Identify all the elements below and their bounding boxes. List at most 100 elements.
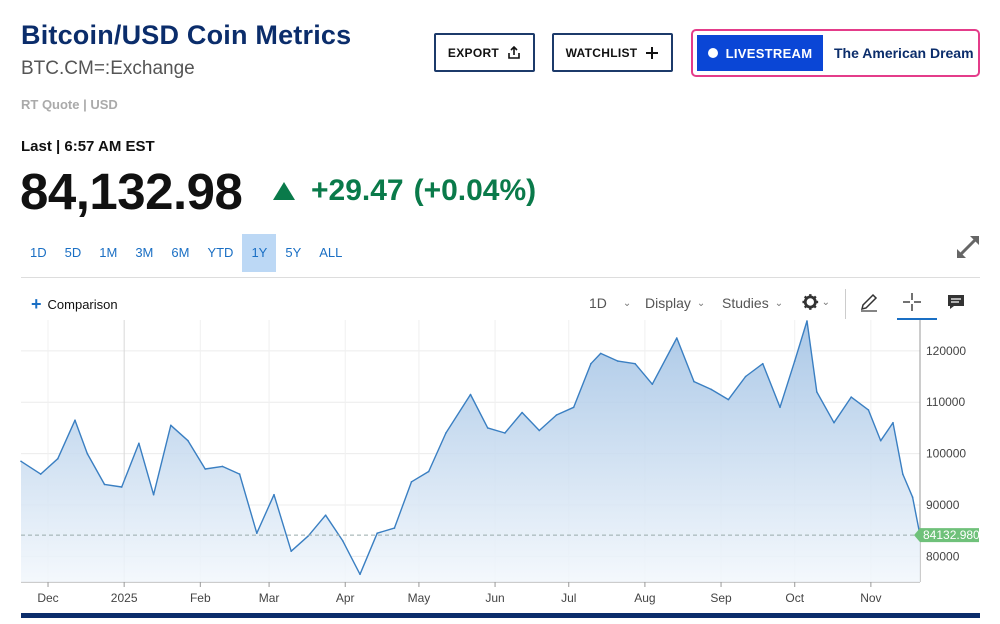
data-point — [445, 432, 447, 434]
data-point — [793, 360, 796, 362]
data-point — [634, 362, 636, 365]
y-tick-label: 80000 — [926, 549, 960, 563]
price-change: +29.47 (+0.04%) — [273, 174, 536, 208]
draw-button[interactable] — [855, 289, 883, 315]
data-point — [892, 421, 894, 424]
annotation-button[interactable] — [942, 289, 970, 315]
x-tick-label: Sep — [710, 591, 732, 605]
livestream-button[interactable]: LIVESTREAM — [697, 35, 823, 71]
data-point — [410, 481, 413, 483]
chevron-down-icon: ⌄ — [821, 296, 830, 308]
watchlist-label: WATCHLIST — [565, 45, 638, 60]
range-tab-5d[interactable]: 5D — [64, 245, 82, 260]
data-point — [504, 432, 506, 434]
range-tab-6m[interactable]: 6M — [171, 245, 190, 260]
studies-dropdown[interactable]: Studies ⌄ — [722, 295, 783, 311]
data-point — [120, 486, 123, 488]
x-tick-label: Nov — [860, 591, 881, 605]
gear-icon — [802, 294, 819, 310]
chevron-down-icon: ⌄ — [622, 297, 632, 309]
settings-button[interactable]: ⌄ — [802, 289, 830, 315]
interval-dropdown[interactable]: 1D ⌄ — [589, 295, 631, 311]
series-line — [20, 320, 921, 575]
comparison-label: Comparison — [47, 297, 118, 312]
data-point — [57, 457, 59, 460]
data-point — [486, 427, 489, 429]
range-tab-1y[interactable]: 1Y — [242, 234, 277, 272]
crosshair-button[interactable] — [898, 289, 926, 315]
y-tick-label: 110000 — [926, 395, 965, 409]
current-price-label: 84132.980 — [923, 528, 980, 542]
y-tick-label: 100000 — [926, 447, 966, 461]
data-point — [521, 411, 523, 414]
chevron-down-icon: ⌄ — [696, 297, 706, 309]
range-tab-1m[interactable]: 1M — [99, 245, 118, 260]
divider — [21, 277, 980, 278]
x-tick-label: Aug — [634, 591, 655, 605]
data-point — [221, 465, 224, 468]
data-point — [273, 493, 275, 496]
quote-type-label: RT Quote | USD — [21, 97, 118, 112]
watchlist-button[interactable]: WATCHLIST — [552, 33, 673, 72]
toolbar-separator — [845, 289, 846, 319]
data-point — [170, 424, 172, 427]
data-point — [187, 439, 189, 442]
chevron-down-icon: ⌄ — [774, 297, 784, 309]
change-percent: (+0.04%) — [413, 174, 537, 207]
bottom-bar — [21, 613, 980, 618]
comparison-button[interactable]: + Comparison — [31, 295, 118, 313]
studies-label: Studies — [722, 295, 769, 311]
export-button[interactable]: EXPORT — [434, 33, 535, 72]
data-point — [138, 442, 140, 445]
data-point — [911, 496, 914, 498]
x-tick-label: Apr — [336, 591, 355, 605]
data-point — [290, 550, 293, 552]
data-point — [617, 360, 619, 362]
data-point — [693, 380, 695, 383]
data-point — [39, 473, 42, 475]
series-area — [21, 321, 920, 582]
data-point — [590, 362, 592, 365]
display-dropdown[interactable]: Display ⌄ — [645, 295, 705, 311]
x-tick-label: Mar — [259, 591, 280, 605]
data-point — [902, 473, 904, 475]
data-point — [204, 468, 206, 470]
data-point — [710, 388, 712, 391]
data-point — [676, 337, 678, 339]
range-tab-all[interactable]: ALL — [319, 245, 343, 260]
data-point — [86, 452, 89, 455]
pencil-icon — [860, 293, 878, 312]
data-point — [324, 514, 327, 516]
price-chart[interactable]: 80000 90000 100000 110000 120000 Dec 2025 Feb Ma… — [0, 320, 1000, 613]
range-tab-5y[interactable]: 5Y — [285, 245, 302, 260]
export-label: EXPORT — [447, 45, 500, 60]
data-point — [152, 493, 155, 496]
livestream-label: LIVESTREAM — [725, 45, 813, 61]
livestream-banner[interactable]: LIVESTREAM The American Dream — [691, 29, 980, 77]
range-tab-3m[interactable]: 3M — [135, 245, 154, 260]
livestream-show-title[interactable]: The American Dream — [834, 45, 974, 61]
range-tab-1d[interactable]: 1D — [30, 245, 47, 260]
data-point — [806, 320, 808, 322]
x-tick-label: May — [408, 591, 431, 605]
data-point — [572, 406, 575, 409]
data-point — [651, 383, 654, 385]
data-point — [74, 419, 76, 421]
live-dot-icon — [707, 48, 718, 58]
range-tabs: 1D 5D 1M 3M 6M YTD 1Y 5Y ALL — [21, 234, 351, 272]
data-point — [238, 473, 241, 475]
display-label: Display — [645, 295, 691, 311]
data-point — [359, 573, 361, 576]
last-price: 84,132.98 — [20, 163, 243, 220]
data-point — [867, 409, 870, 411]
range-tab-ytd[interactable]: YTD — [207, 245, 234, 260]
y-tick-label: 120000 — [926, 344, 966, 358]
expand-icon[interactable] — [955, 234, 981, 260]
data-point — [816, 391, 818, 393]
x-tick-label: Jun — [485, 591, 504, 605]
data-point — [727, 398, 730, 401]
change-value: +29.47 — [311, 174, 404, 207]
data-point — [850, 396, 852, 398]
data-point — [555, 414, 558, 416]
data-point — [469, 393, 472, 396]
